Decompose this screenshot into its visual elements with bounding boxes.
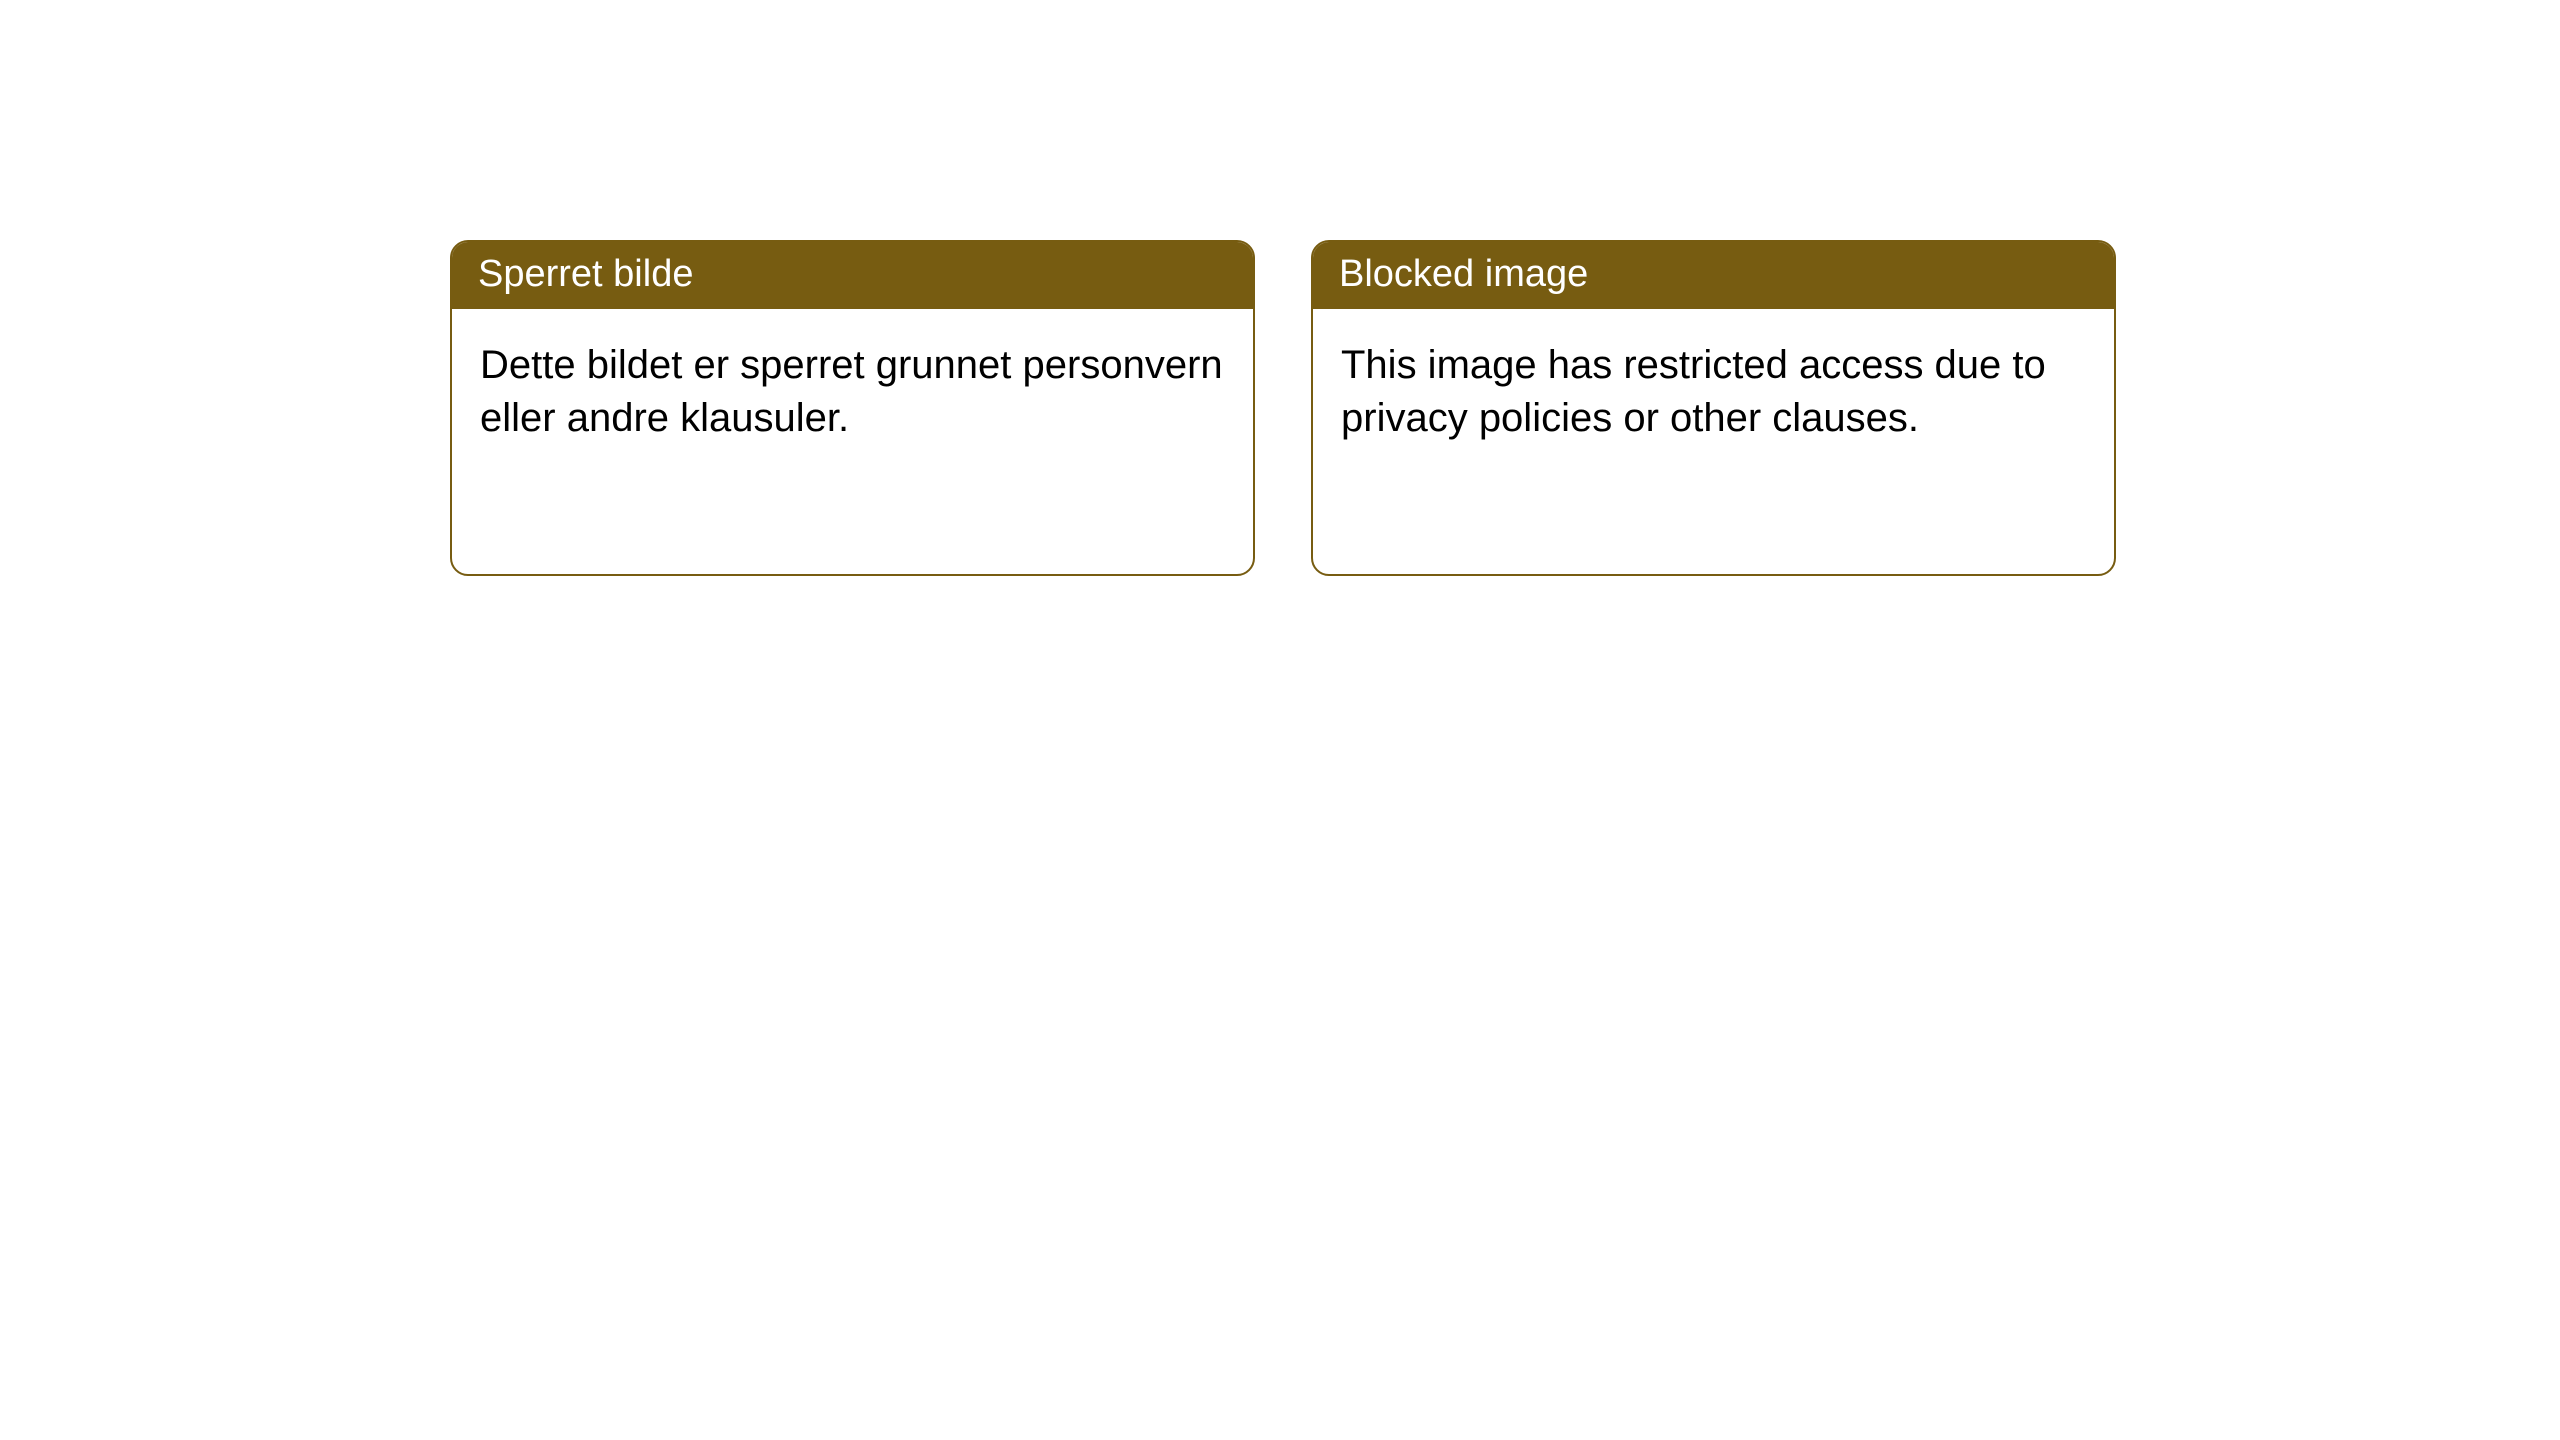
card-body: Dette bildet er sperret grunnet personve… — [452, 309, 1253, 475]
card-header: Sperret bilde — [452, 242, 1253, 309]
card-body-text: Dette bildet er sperret grunnet personve… — [480, 343, 1223, 440]
blocked-image-card-en: Blocked image This image has restricted … — [1311, 240, 2116, 576]
blocked-image-card-no: Sperret bilde Dette bildet er sperret gr… — [450, 240, 1255, 576]
card-body: This image has restricted access due to … — [1313, 309, 2114, 475]
card-title: Blocked image — [1339, 253, 1588, 295]
card-header: Blocked image — [1313, 242, 2114, 309]
notice-container: Sperret bilde Dette bildet er sperret gr… — [0, 0, 2560, 576]
card-title: Sperret bilde — [478, 253, 693, 295]
card-body-text: This image has restricted access due to … — [1341, 343, 2046, 440]
